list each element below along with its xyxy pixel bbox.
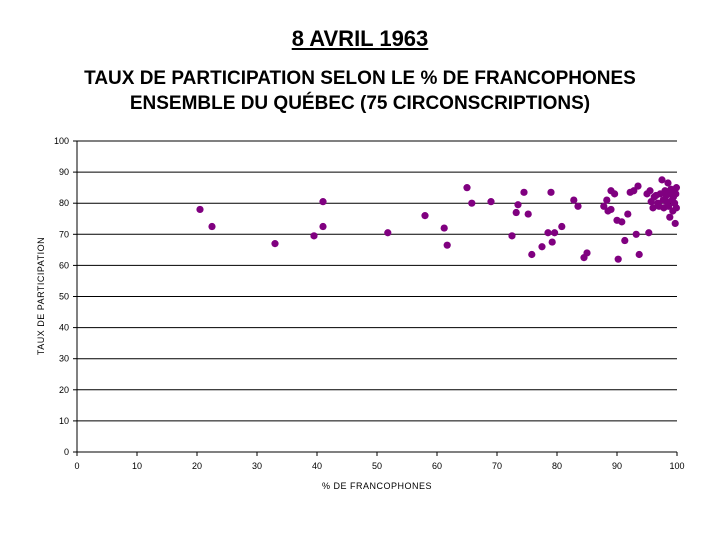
y-tick-label-8: 80 (59, 198, 69, 208)
data-point-29 (600, 202, 608, 210)
data-point-61 (664, 179, 672, 187)
data-point-1 (208, 222, 216, 231)
data-point-36 (614, 255, 622, 263)
x-tick-label-7: 70 (492, 461, 502, 471)
data-point-0 (196, 205, 204, 214)
x-tick-label-6: 60 (432, 461, 442, 471)
data-point-15 (514, 201, 522, 209)
y-tick-label-4: 40 (59, 323, 69, 333)
data-point-9 (443, 241, 451, 249)
data-point-22 (548, 238, 556, 246)
data-point-13 (508, 232, 516, 240)
data-points (196, 176, 681, 263)
x-tick-label-4: 40 (312, 461, 322, 471)
data-point-49 (649, 204, 657, 212)
data-point-74 (672, 184, 681, 192)
data-point-20 (544, 229, 552, 237)
data-point-55 (658, 176, 666, 184)
data-point-8 (440, 224, 448, 232)
x-axis-label: % DE FRANCOPHONES (322, 481, 432, 491)
data-point-37 (618, 218, 626, 226)
data-point-34 (611, 190, 619, 198)
data-point-3 (310, 232, 318, 240)
data-point-16 (520, 188, 528, 196)
data-point-46 (645, 229, 653, 237)
data-point-7 (421, 212, 429, 220)
y-tick-label-3: 30 (59, 354, 69, 364)
data-point-21 (547, 188, 555, 196)
data-point-23 (551, 229, 559, 237)
y-tick-labels: 0 10 20 30 40 50 60 70 80 90 100 (54, 136, 69, 457)
y-tick-label-6: 60 (59, 260, 69, 270)
data-point-6 (384, 229, 392, 237)
data-point-41 (630, 187, 638, 195)
x-tick-label-5: 50 (372, 461, 382, 471)
data-point-24 (558, 222, 566, 231)
data-point-18 (528, 250, 536, 259)
x-tick-label-2: 20 (192, 461, 202, 471)
y-tick-label-0: 0 (64, 447, 69, 457)
data-point-38 (621, 236, 629, 245)
data-point-19 (538, 243, 546, 251)
y-tick-label-2: 20 (59, 385, 69, 395)
data-point-72 (672, 190, 680, 198)
data-point-42 (632, 230, 640, 238)
data-point-11 (468, 199, 476, 207)
data-point-39 (624, 210, 632, 218)
y-axis-label: TAUX DE PARTICIPATION (36, 237, 46, 355)
data-point-12 (487, 198, 495, 206)
data-point-28 (583, 249, 591, 257)
x-tick-label-8: 80 (552, 461, 562, 471)
y-tick-label-5: 50 (59, 292, 69, 302)
data-point-4 (319, 222, 327, 231)
data-point-25 (570, 196, 578, 204)
data-point-2 (271, 240, 279, 248)
y-tick-label-7: 70 (59, 229, 69, 239)
x-tick-label-3: 30 (252, 461, 262, 471)
data-point-73 (672, 204, 681, 212)
chart-subtitle-line-1: TAUX DE PARTICIPATION SELON LE % DE FRAN… (84, 68, 636, 89)
x-tick-label-1: 10 (132, 461, 142, 471)
data-point-32 (607, 205, 615, 214)
data-point-30 (603, 196, 611, 204)
data-point-26 (574, 202, 582, 210)
x-tick-labels: 0 10 20 30 40 50 60 70 80 90 100 (74, 461, 684, 471)
data-point-47 (646, 187, 654, 195)
data-point-10 (463, 184, 471, 192)
y-tick-label-10: 100 (54, 136, 69, 146)
x-tick-label-10: 100 (669, 461, 684, 471)
data-point-5 (319, 198, 327, 206)
gridlines (77, 140, 677, 422)
data-point-17 (524, 210, 532, 218)
data-point-44 (635, 250, 643, 259)
data-point-62 (665, 202, 673, 210)
x-tick-label-9: 90 (612, 461, 622, 471)
data-point-43 (634, 182, 642, 190)
data-point-14 (512, 208, 520, 217)
chart-subtitle-line-2: ENSEMBLE DU QUÉBEC (75 CIRCONSCRIPTIONS) (129, 93, 591, 114)
page-title: 8 AVRIL 1963 (291, 26, 429, 51)
y-tick-label-1: 10 (59, 416, 69, 426)
data-point-71 (671, 219, 679, 228)
x-tick-label-0: 0 (74, 461, 79, 471)
data-point-64 (666, 213, 674, 221)
y-tick-label-9: 90 (59, 167, 69, 177)
axes (73, 140, 678, 456)
